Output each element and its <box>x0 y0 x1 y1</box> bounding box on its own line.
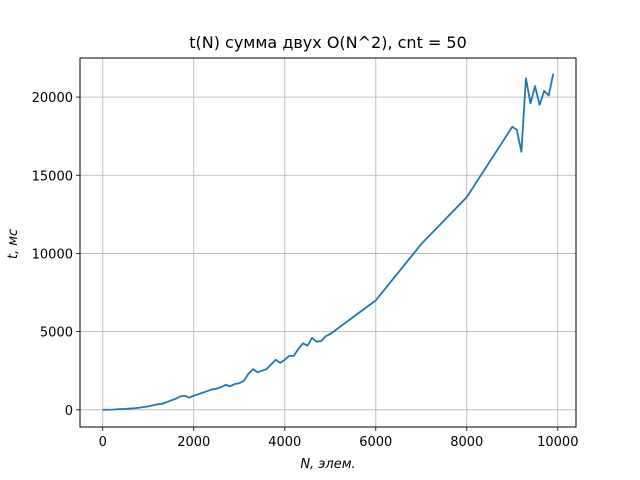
x-axis-ticks: 0 2000 4000 6000 8000 10000 <box>99 427 578 450</box>
y-tick-label: 15000 <box>32 169 73 184</box>
y-tick-label: 10000 <box>32 247 73 262</box>
x-tick-label: 8000 <box>450 435 483 450</box>
series-line <box>102 73 555 411</box>
grid-lines <box>80 58 576 427</box>
series-layer <box>102 73 555 411</box>
y-tick-label: 20000 <box>32 91 73 106</box>
x-tick-label: 4000 <box>268 435 301 450</box>
y-tick-label: 0 <box>65 404 73 419</box>
x-tick-label: 0 <box>99 435 107 450</box>
y-axis-ticks: 0 5000 10000 15000 20000 <box>32 91 80 419</box>
x-tick-label: 2000 <box>177 435 210 450</box>
x-tick-label: 10000 <box>537 435 578 450</box>
y-tick-label: 5000 <box>40 326 73 341</box>
plot-area-frame <box>79 57 577 428</box>
chart-title: t(N) сумма двух O(N^2), cnt = 50 <box>189 33 467 52</box>
x-tick-label: 6000 <box>359 435 392 450</box>
x-axis-label: N, элем. <box>300 457 355 472</box>
y-axis-label: t, мс <box>6 229 21 259</box>
